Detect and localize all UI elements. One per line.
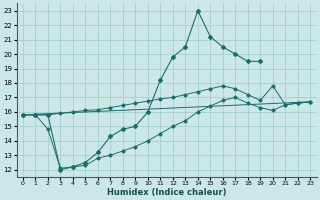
X-axis label: Humidex (Indice chaleur): Humidex (Indice chaleur) — [107, 188, 226, 197]
